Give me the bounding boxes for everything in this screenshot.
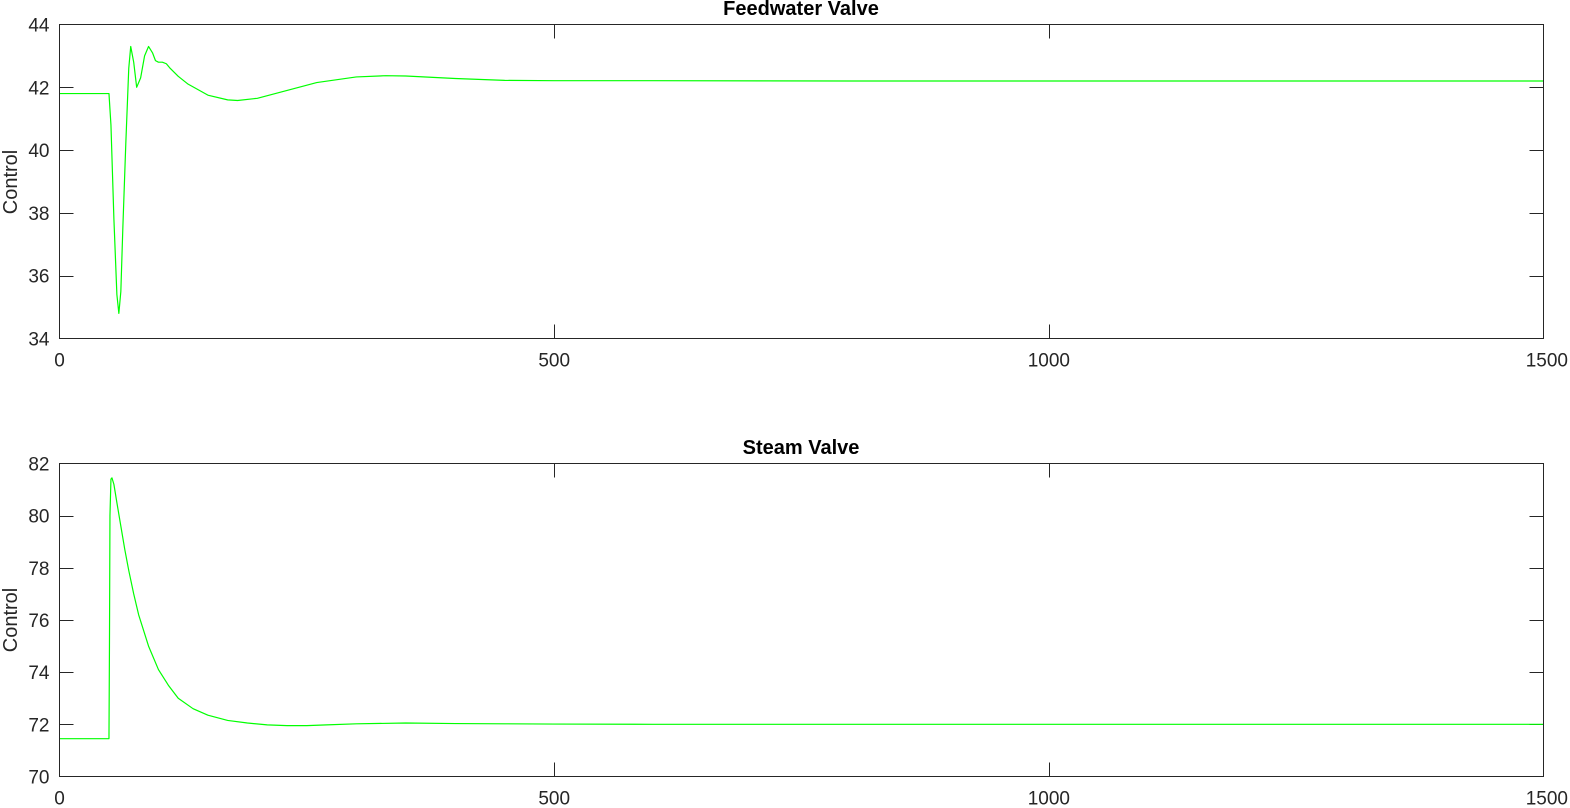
feedwater-valve-y-tick-label: 38 xyxy=(28,204,49,225)
steam-valve-x-tick-label: 1000 xyxy=(1028,789,1070,808)
steam-valve-y-tick-label: 74 xyxy=(28,663,50,684)
feedwater-valve-panel: Feedwater Valve Control 0 500 1000 1500 34 36… xyxy=(0,0,1568,372)
steam-valve-y-tick-label: 80 xyxy=(28,507,49,528)
feedwater-valve-axes xyxy=(59,24,1544,339)
feedwater-valve-y-tick-label: 44 xyxy=(28,16,50,37)
steam-valve-x-tick-label: 0 xyxy=(54,789,65,808)
steam-valve-y-tick-label: 70 xyxy=(28,768,49,789)
steam-valve-axes xyxy=(59,463,1544,777)
feedwater-valve-x-tick-label: 1500 xyxy=(1526,351,1568,372)
feedwater-valve-series xyxy=(59,45,1544,314)
steam-valve-control-line xyxy=(59,477,1544,740)
steam-valve-x-tick-label: 500 xyxy=(538,789,570,808)
feedwater-valve-y-tick-label: 42 xyxy=(28,78,49,99)
steam-valve-y-tick-label: 82 xyxy=(28,455,49,476)
feedwater-valve-control-line xyxy=(59,45,1544,314)
feedwater-valve-y-axis-label: Control xyxy=(0,150,22,214)
feedwater-valve-x-tick-label: 0 xyxy=(54,351,65,372)
feedwater-valve-x-tick-label: 1000 xyxy=(1028,351,1070,372)
feedwater-valve-ticks: 0 500 1000 1500 34 36 38 40 42 44 xyxy=(28,16,1568,372)
steam-valve-panel: Steam Valve Control 0 500 1000 1500 70 72 74 76… xyxy=(0,437,1568,808)
steam-valve-y-tick-label: 72 xyxy=(28,715,49,736)
feedwater-valve-x-tick-label: 500 xyxy=(538,351,570,372)
steam-valve-x-tick-label: 1500 xyxy=(1526,789,1568,808)
steam-valve-ticks: 0 500 1000 1500 70 72 74 76 78 80 82 xyxy=(28,455,1568,808)
feedwater-valve-y-tick-label: 36 xyxy=(28,267,49,288)
steam-valve-y-tick-label: 78 xyxy=(28,559,49,580)
steam-valve-y-axis-label: Control xyxy=(0,588,22,652)
steam-valve-y-tick-label: 76 xyxy=(28,611,49,632)
steam-valve-series xyxy=(59,477,1544,740)
feedwater-valve-title: Feedwater Valve xyxy=(723,0,879,20)
feedwater-valve-y-tick-label: 40 xyxy=(28,141,49,162)
steam-valve-title: Steam Valve xyxy=(743,437,860,459)
feedwater-valve-y-tick-label: 34 xyxy=(28,330,50,351)
